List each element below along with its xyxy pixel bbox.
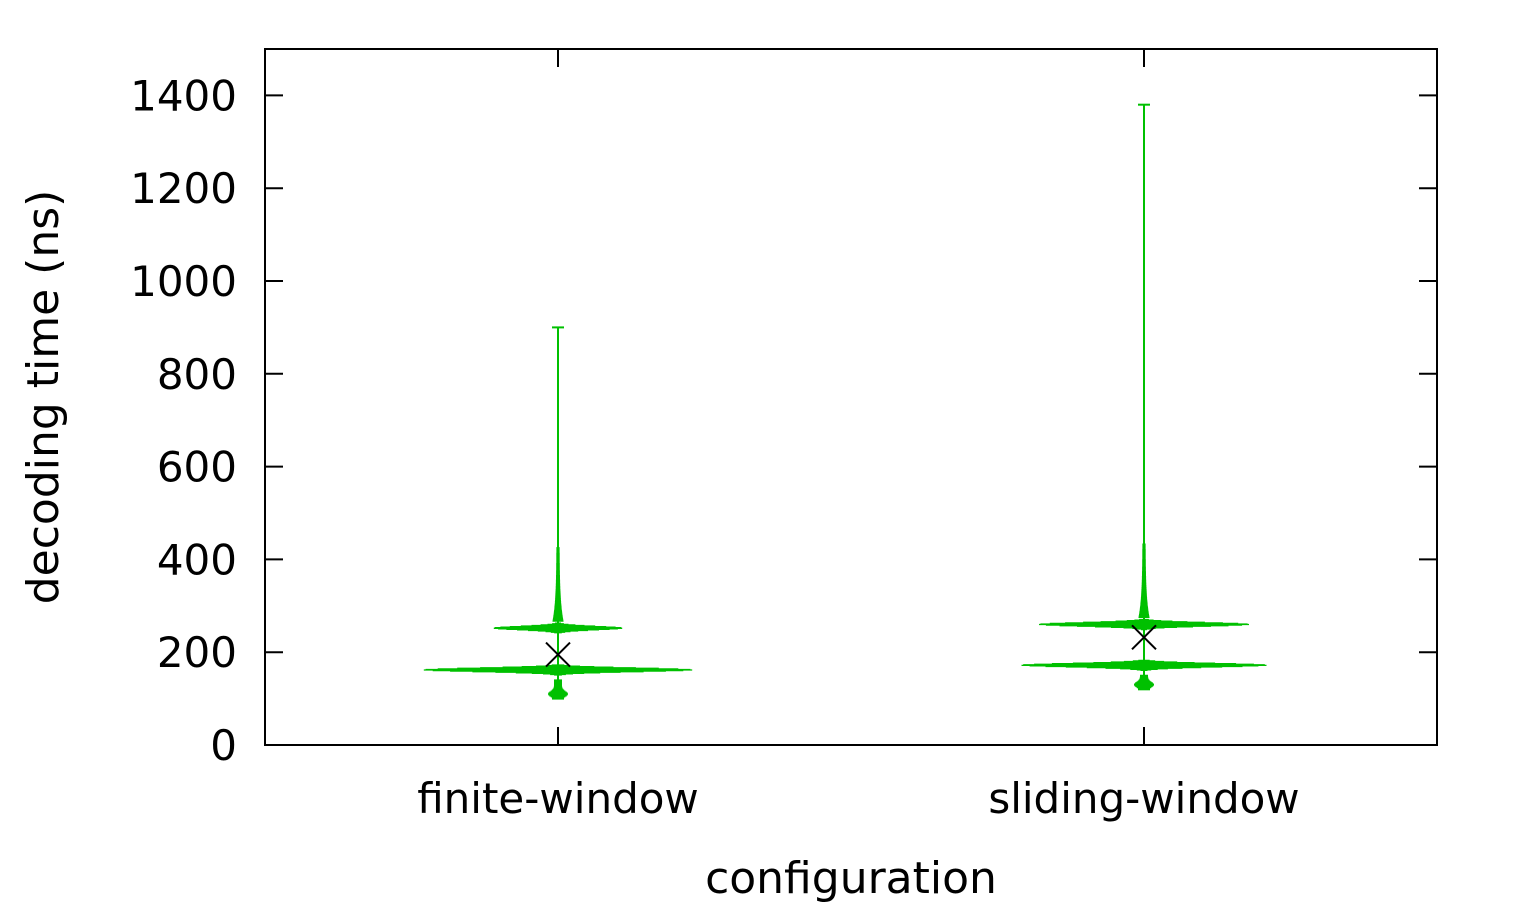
y-tick-label: 600 (157, 443, 237, 492)
violin-sliding-window (1021, 103, 1267, 691)
y-axis-label: decoding time (ns) (18, 190, 69, 605)
mean-marker (1131, 624, 1157, 651)
y-tick-label: 800 (157, 350, 237, 399)
x-axis: finite-window sliding-window (417, 49, 1300, 823)
y-tick-label: 0 (210, 721, 237, 770)
mean-marker (545, 641, 571, 668)
violins (423, 103, 1267, 700)
plot-frame (264, 48, 1438, 746)
violin-finite-window (423, 326, 693, 700)
y-tick-label: 1200 (130, 164, 237, 213)
violin-density (1021, 543, 1267, 690)
y-tick-label: 1400 (130, 71, 237, 120)
x-axis-label: configuration (705, 853, 997, 904)
y-axis: 0 200 400 600 800 1000 1200 1400 (130, 71, 1437, 770)
y-tick-label: 400 (157, 535, 237, 584)
y-tick-label: 200 (157, 628, 237, 677)
x-tick-label: sliding-window (988, 774, 1299, 823)
violin-density (423, 547, 693, 700)
y-tick-label: 1000 (130, 257, 237, 306)
x-tick-label: finite-window (417, 774, 699, 823)
